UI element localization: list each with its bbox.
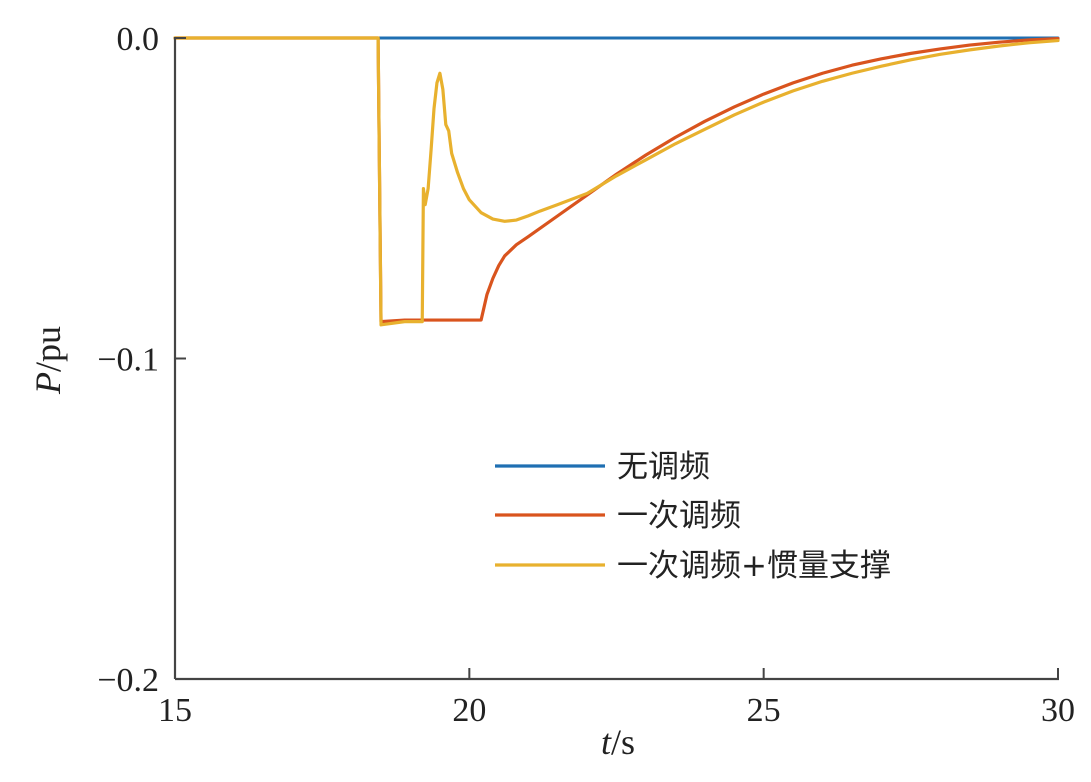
series-line-3	[173, 36, 1060, 327]
x-axis-title: t/s	[601, 722, 635, 762]
y-axis-unit: /pu	[28, 326, 68, 372]
y-axis-title: P/pu	[28, 326, 68, 395]
axes-layer	[173, 37, 1059, 681]
legend-label-3: 一次调频+惯量支撑	[617, 548, 891, 584]
x-tick-label-1: 15	[158, 692, 192, 729]
y-tick-label-3: −0.2	[97, 662, 159, 699]
legend-label-2: 一次调频	[617, 498, 741, 534]
x-tick-label-3: 25	[747, 692, 781, 729]
labels-layer: 15 20 25 30 0.0 −0.1 −0.2 t/s P/pu	[28, 21, 1075, 762]
legend-label-1: 无调频	[617, 449, 710, 485]
y-axis-symbol: P	[28, 372, 68, 395]
x-tick-label-4: 30	[1041, 692, 1075, 729]
series-line-2	[173, 36, 1060, 324]
y-tick-label-1: 0.0	[117, 21, 160, 58]
series-layer	[173, 36, 1060, 327]
x-tick-label-2: 20	[452, 692, 486, 729]
x-axis-symbol: t	[601, 722, 612, 762]
x-axis-unit: /s	[611, 722, 635, 762]
y-tick-label-2: −0.1	[97, 342, 159, 379]
